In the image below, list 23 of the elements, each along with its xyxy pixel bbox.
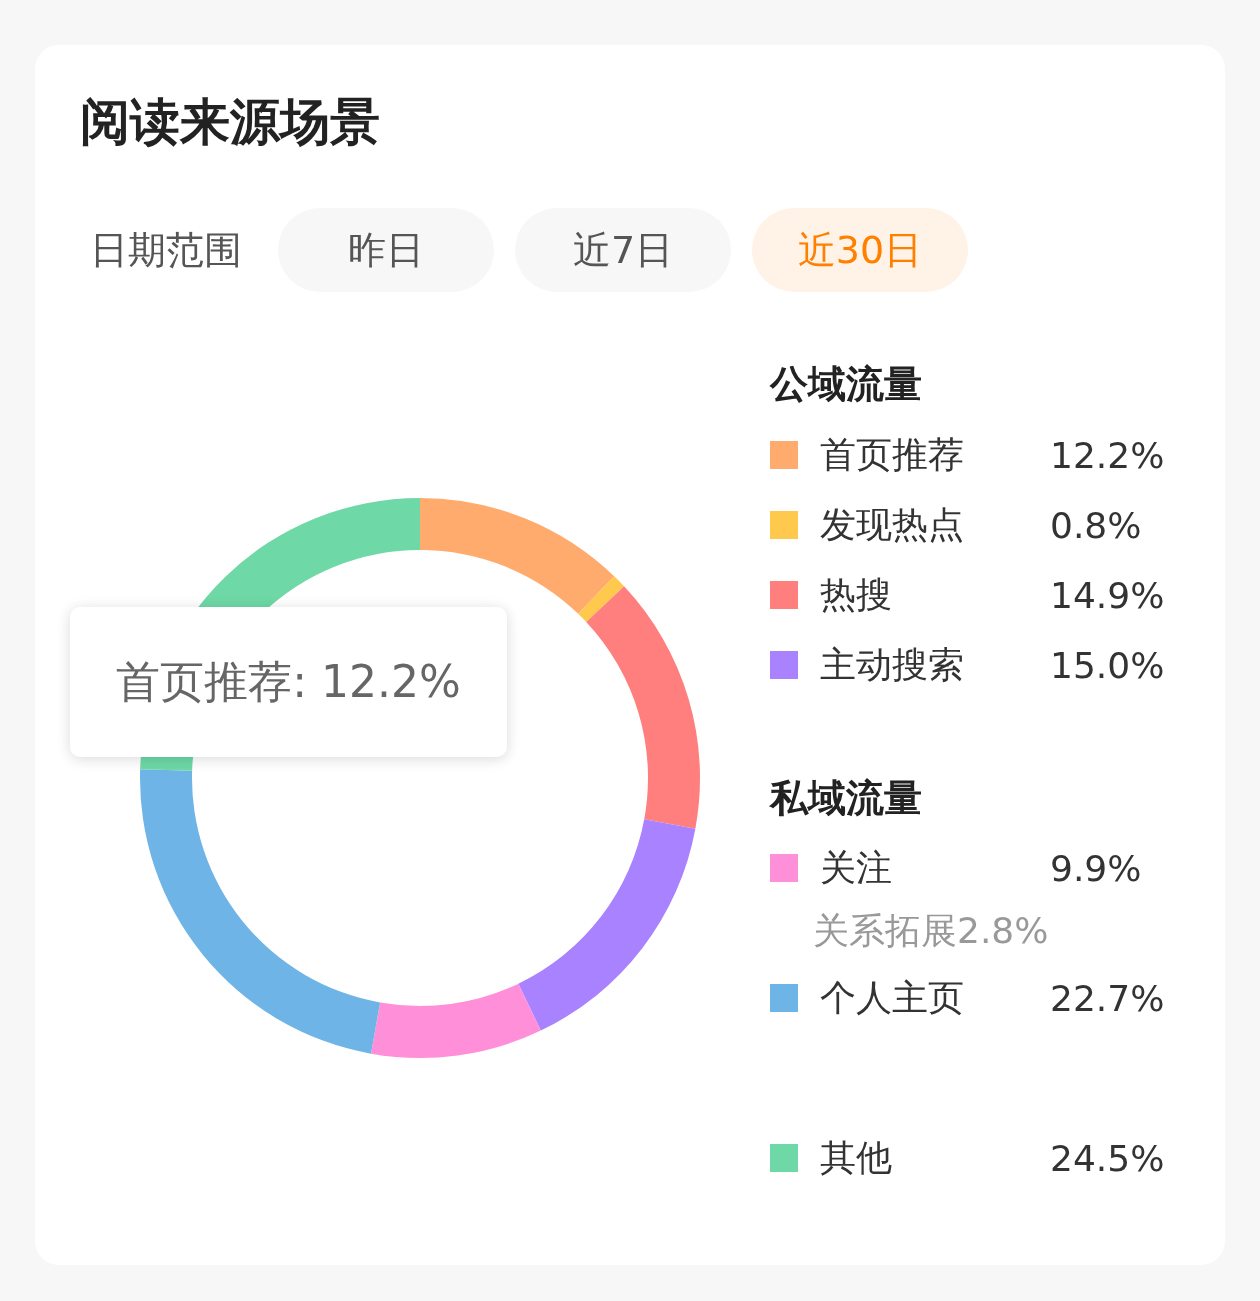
pill-button: 近30日 [752,208,968,292]
text: 关系拓展2.8% [813,909,1049,953]
data-label: 0.8% [1050,504,1143,546]
legend-label: 主动搜索 [820,642,965,687]
pill-button: 近7日 [515,208,731,292]
text: 首页推荐: 12.2% [70,607,507,757]
legend-label: 其他 [820,1135,893,1180]
pill-button: 昨日 [278,208,494,292]
data-label: 9.9% [1050,847,1143,889]
text: 公域流量 [770,361,922,408]
legend-label: 发现热点 [820,502,965,547]
data-label: 12.2% [1050,434,1166,476]
data-label: 15.0% [1050,644,1166,686]
data-label: 24.5% [1050,1137,1166,1179]
data-label: 22.7% [1050,977,1166,1019]
data-label: 14.9% [1050,574,1166,616]
text: 私域流量 [770,775,922,822]
legend-label: 首页推荐 [820,432,965,477]
text: 日期范围 [90,227,242,274]
chart-title: 阅读来源场景 [80,92,380,153]
legend-label: 个人主页 [820,975,965,1020]
legend-label: 关注 [820,845,893,890]
legend-label: 热搜 [820,572,893,617]
